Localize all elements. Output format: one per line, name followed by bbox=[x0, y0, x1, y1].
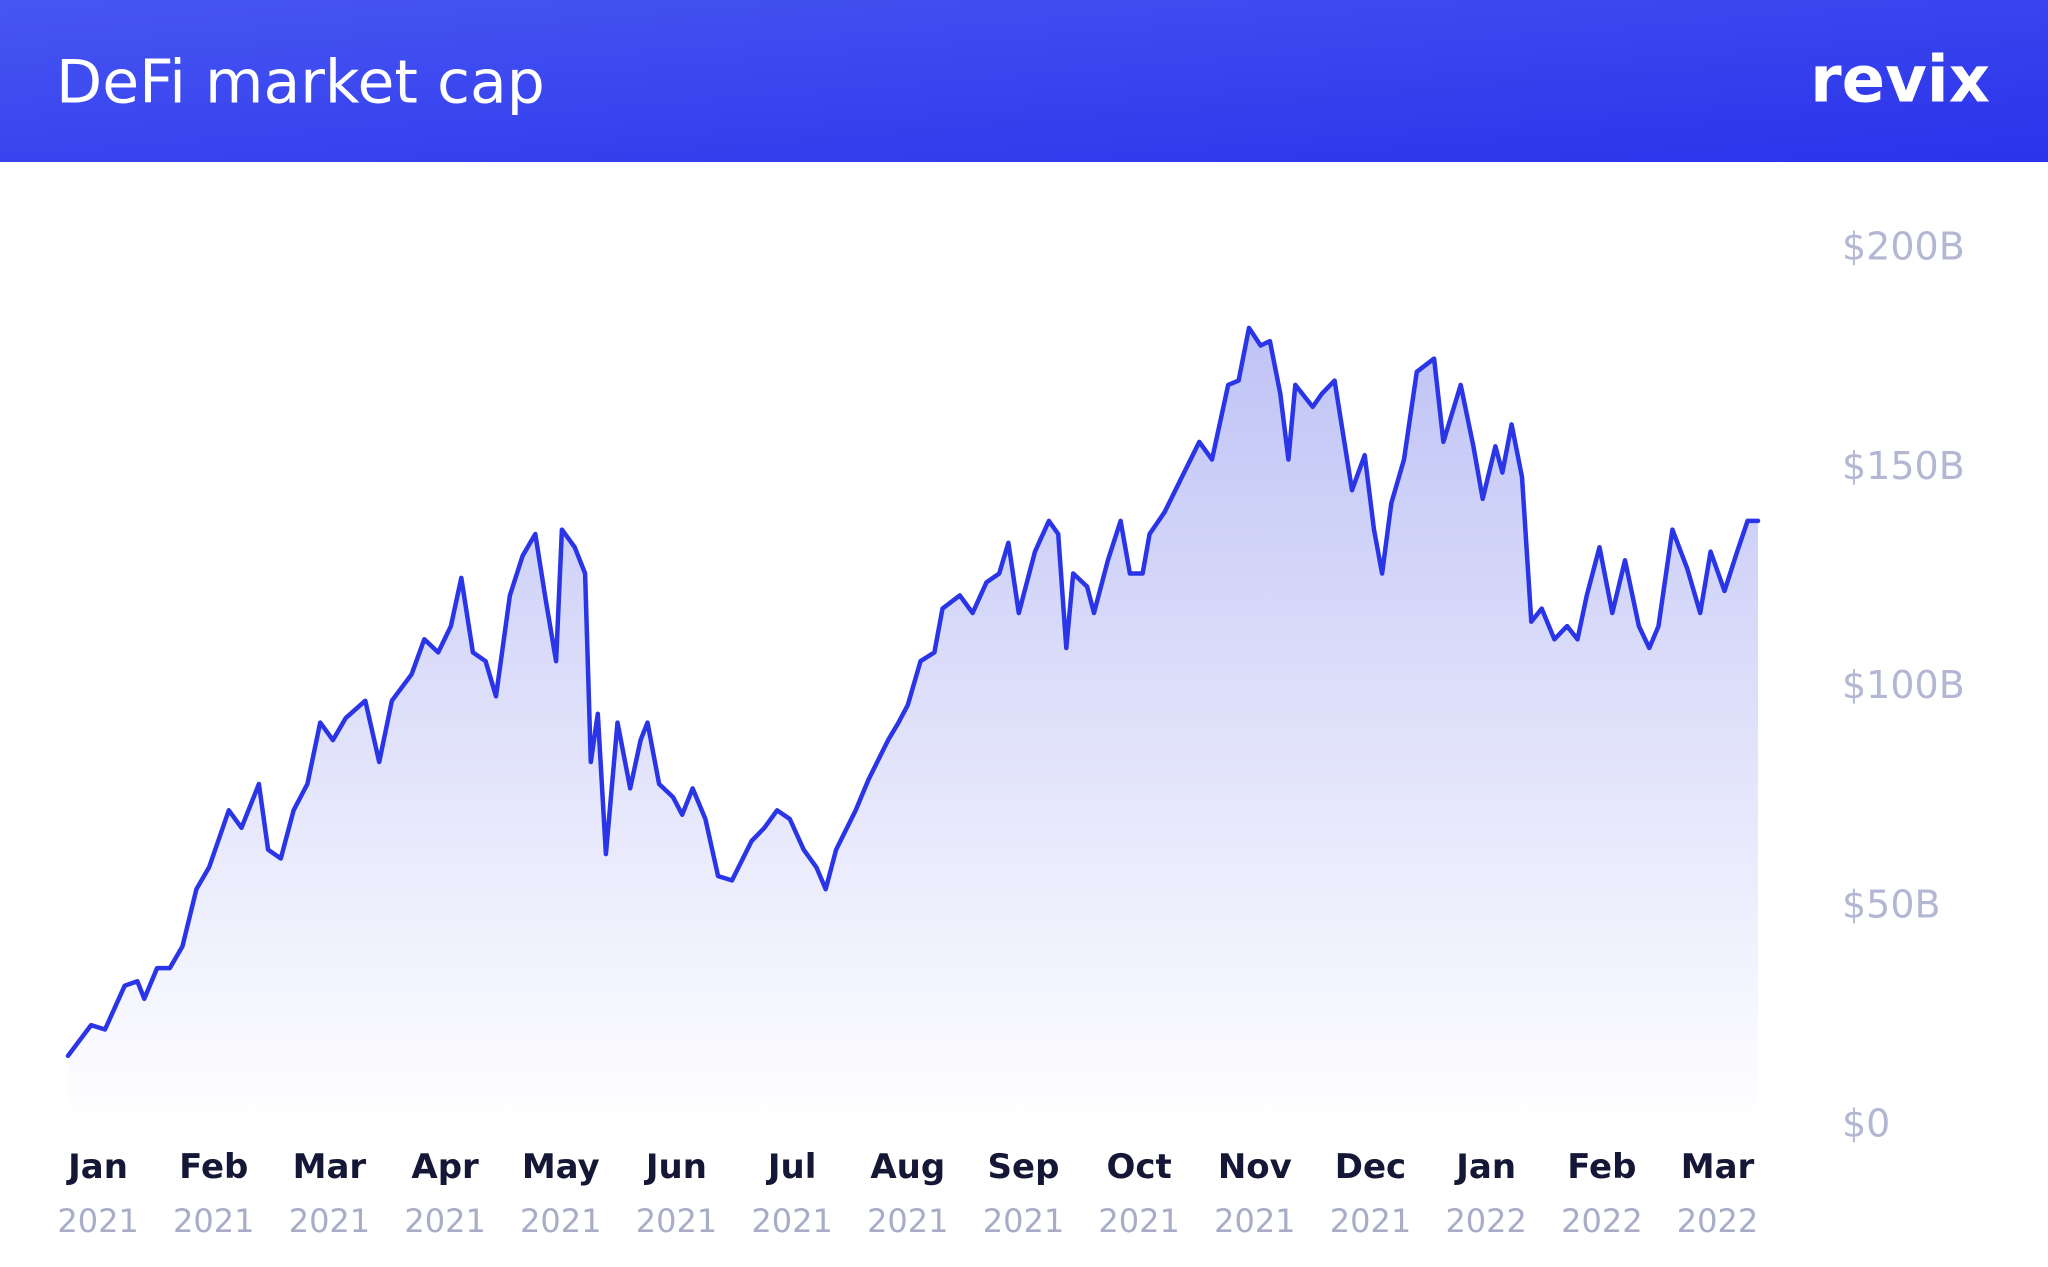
x-tick-year: 2022 bbox=[1677, 1202, 1758, 1240]
x-tick-label: Oct bbox=[1106, 1147, 1171, 1187]
x-tick-year: 2021 bbox=[867, 1202, 948, 1240]
x-tick-label: Jun bbox=[644, 1147, 707, 1187]
x-tick-label: Jul bbox=[766, 1147, 817, 1187]
x-tick-label: Jan bbox=[66, 1147, 128, 1187]
line bbox=[65, 325, 1761, 1059]
x-tick-label: Nov bbox=[1218, 1147, 1292, 1187]
area-fill bbox=[68, 327, 1758, 1126]
x-tick-year: 2021 bbox=[1214, 1202, 1295, 1240]
x-tick-year: 2022 bbox=[1561, 1202, 1642, 1240]
x-tick-label: Aug bbox=[870, 1147, 945, 1187]
x-tick-year: 2021 bbox=[173, 1202, 254, 1240]
x-tick-year: 2021 bbox=[983, 1202, 1064, 1240]
x-tick-label: Mar bbox=[1681, 1147, 1755, 1187]
y-tick-label: $50B bbox=[1842, 882, 1941, 926]
y-tick-label: $200B bbox=[1842, 225, 1965, 269]
x-tick-year: 2021 bbox=[751, 1202, 832, 1240]
x-tick-label: Sep bbox=[988, 1147, 1060, 1187]
x-tick-label: Jan bbox=[1454, 1147, 1516, 1187]
chart-title: DeFi market cap bbox=[56, 48, 545, 118]
logo: revix bbox=[1810, 44, 1990, 118]
x-tick-year: 2021 bbox=[57, 1202, 138, 1240]
x-tick-label: May bbox=[522, 1147, 600, 1187]
x-tick-year: 2021 bbox=[1098, 1202, 1179, 1240]
x-tick-label: Feb bbox=[1567, 1147, 1636, 1187]
x-tick-label: Mar bbox=[293, 1147, 367, 1187]
x-tick-year: 2021 bbox=[520, 1202, 601, 1240]
y-tick-label: $150B bbox=[1842, 444, 1965, 488]
x-tick-label: Feb bbox=[179, 1147, 248, 1187]
y-tick-label: $0 bbox=[1842, 1102, 1890, 1146]
x-tick-year: 2021 bbox=[1330, 1202, 1411, 1240]
x-tick-label: Apr bbox=[411, 1147, 479, 1187]
x-tick-year: 2021 bbox=[289, 1202, 370, 1240]
x-tick-year: 2021 bbox=[636, 1202, 717, 1240]
x-tick-year: 2022 bbox=[1445, 1202, 1526, 1240]
x-tick-year: 2021 bbox=[404, 1202, 485, 1240]
y-tick-label: $100B bbox=[1842, 663, 1965, 707]
x-tick-label: Dec bbox=[1335, 1147, 1406, 1187]
header bbox=[0, 0, 2048, 162]
